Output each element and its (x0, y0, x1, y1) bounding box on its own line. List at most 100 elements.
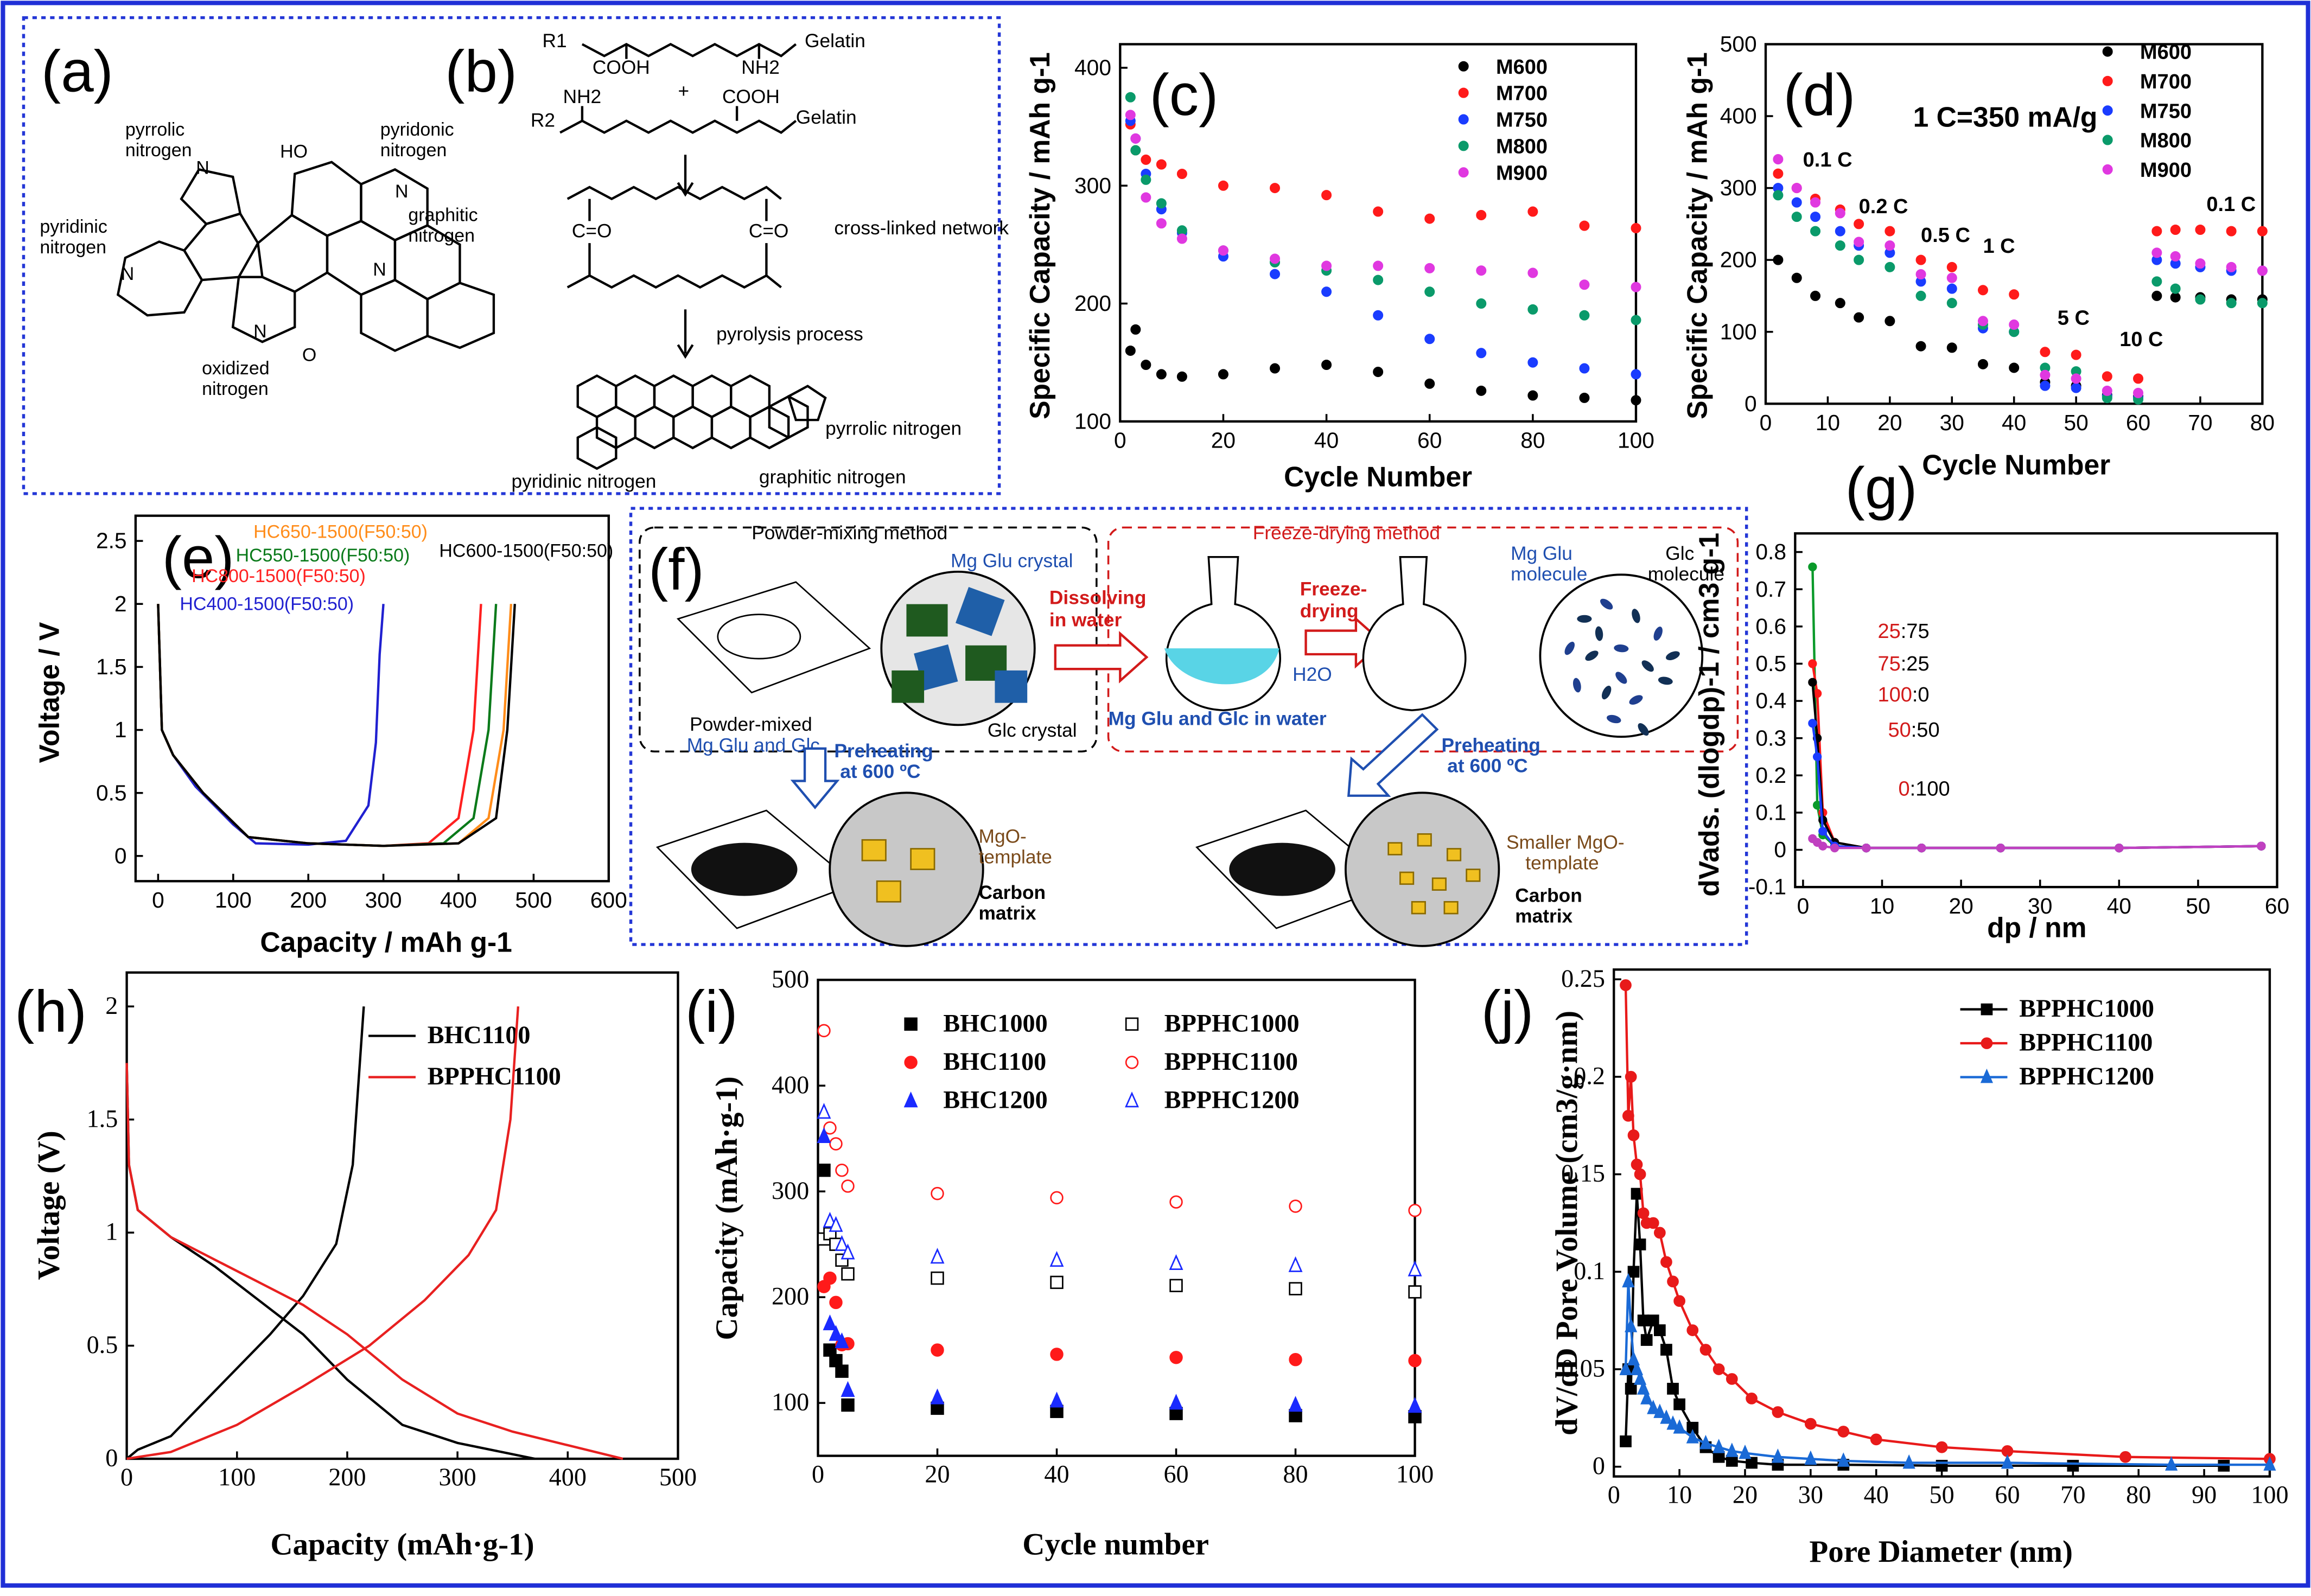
rate-label: 10 C (2119, 328, 2163, 351)
plot-area-j (1613, 968, 2271, 1478)
data-point (1818, 827, 1828, 836)
y-tick-label-e: 2 (114, 591, 127, 616)
series-line-HC800-1500(F50:50) (157, 604, 482, 847)
panel-label-h: (h) (15, 979, 87, 1044)
data-point (1169, 1351, 1183, 1364)
x-tick-label-e: 500 (515, 888, 552, 912)
data-point (841, 1398, 855, 1412)
y-tick-label-h: 1 (105, 1218, 118, 1246)
data-point (1408, 1260, 1422, 1276)
mg-glu-crystal-3 (995, 670, 1028, 703)
data-point (931, 1343, 944, 1357)
x-tick-label-j: 0 (1608, 1481, 1620, 1509)
series-line-BPPHC1100 (125, 1063, 623, 1460)
x-tick-label-j: 70 (2060, 1481, 2085, 1509)
data-point (1408, 1397, 1422, 1413)
data-point (1699, 1344, 1712, 1356)
data-point (1810, 212, 1821, 222)
data-point (817, 1103, 831, 1119)
data-point (1141, 174, 1151, 185)
data-point (2067, 1460, 2079, 1472)
b-cooh-1: COOH (593, 57, 650, 78)
molecule-particle (1614, 644, 1629, 653)
plot-area-g (1794, 532, 2278, 889)
legend-label-M900: M900 (1496, 162, 1548, 184)
x-tick-label-e: 400 (440, 888, 477, 912)
data-point (1653, 1227, 1666, 1239)
f-glc-crystal: Glc crystal (988, 720, 1077, 741)
data-point (1647, 1400, 1660, 1414)
data-point (1835, 208, 1845, 219)
x-tick-label-h: 300 (438, 1463, 476, 1491)
series-j-BPPHC1200 (1619, 1273, 2276, 1471)
f-mgo-2: template (979, 847, 1052, 868)
data-point (1634, 1239, 1646, 1250)
svg-text:N: N (121, 264, 135, 284)
data-point (1808, 659, 1817, 668)
mg-glu-crystal-2 (914, 644, 958, 691)
legend-marker-BPPHC1100 (1125, 1056, 1139, 1069)
y-axis-label-g: dVads. (dlogdp)-1 / cm3 g-1 (1693, 533, 1724, 897)
legend-marker-M700 (1458, 87, 1469, 98)
data-point (841, 1179, 855, 1193)
legend-label-M600: M600 (2140, 41, 2192, 64)
data-point (1408, 1285, 1422, 1299)
data-point (1808, 678, 1817, 687)
f-preheat-right-1: Preheating (1441, 735, 1540, 756)
chart-h: 0 100 200 300 400 500 0 0.5 1 1.5 2 Capacity (mAh·g… (15, 971, 697, 1562)
data-point (1169, 1279, 1183, 1292)
molecule-particle (1641, 660, 1654, 672)
series-line-50:50 (1811, 723, 2262, 850)
data-point (1169, 1195, 1183, 1209)
legend-label-M900: M900 (2140, 159, 2192, 182)
data-point (1946, 283, 1957, 294)
data-point (1726, 1373, 1738, 1385)
chart-c: 0 20 40 60 80 100 100 200 300 400 Cycle Number Spec… (1024, 43, 1654, 492)
data-point (1640, 1390, 1653, 1405)
y-tick-label-c: 100 (1074, 408, 1111, 433)
x-axis-label-g: dp / nm (1987, 912, 2086, 943)
f-powder-mixed-1: Powder-mixed (690, 714, 812, 735)
data-point (1527, 357, 1538, 368)
data-point (1634, 1168, 1646, 1180)
x-tick-label-c: 80 (1520, 428, 1545, 453)
data-point (1631, 315, 1641, 325)
data-point (1818, 841, 1828, 851)
x-tick-label-d: 20 (1877, 410, 1902, 435)
y-tick-label-c: 400 (1074, 55, 1111, 80)
f-carbon-left-1: Carbon (979, 882, 1046, 903)
f-carbon-right-2: matrix (1515, 905, 1573, 927)
data-point (1996, 843, 2006, 853)
x-tick-label-h: 100 (218, 1463, 256, 1491)
data-point (1837, 1426, 1850, 1438)
carbon-zoom-right (1344, 791, 1500, 947)
panel-label-i: (i) (685, 979, 737, 1044)
legend-marker-BHC1100 (904, 1056, 918, 1069)
molecule-particle (1658, 676, 1673, 685)
rate-label: 0.1 C (1803, 149, 1852, 171)
pyridine-ring-left (116, 240, 203, 317)
svg-text:C=O: C=O (749, 220, 789, 241)
legend-marker-BPPHC1100 (1981, 1037, 1993, 1049)
x-tick-label-d: 50 (2064, 410, 2088, 435)
y-tick-label-g: 0.8 (1755, 539, 1786, 564)
data-point (2151, 247, 2162, 258)
data-point (1619, 1361, 1632, 1375)
x-tick-label-d: 10 (1816, 410, 1840, 435)
series-line-25:75 (1811, 566, 2262, 850)
data-point (823, 1314, 837, 1331)
data-point (1408, 1204, 1422, 1217)
f-carbon-right-1: Carbon (1515, 885, 1582, 906)
data-point (1476, 265, 1487, 276)
data-point (1631, 1158, 1643, 1171)
x-tick-label-c: 20 (1211, 428, 1236, 453)
data-point (2119, 1451, 2131, 1463)
f-in-water: Mg Glu and Glc in water (1109, 708, 1327, 729)
data-point (1476, 348, 1487, 359)
data-point (1773, 168, 1784, 179)
series-i-BHC1200 (817, 1127, 1422, 1413)
glc-crystal-1 (906, 604, 948, 637)
series-c-M700 (1125, 119, 1641, 233)
legend-label-BPPHC1200: BPPHC1200 (1164, 1086, 1300, 1114)
